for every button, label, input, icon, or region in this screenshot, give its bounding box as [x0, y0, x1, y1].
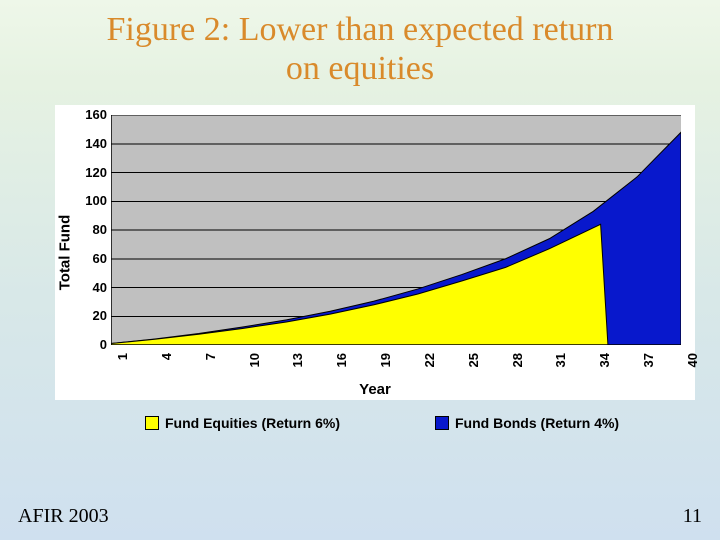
x-tick-label: 13	[290, 353, 305, 383]
legend-swatch-equities	[145, 416, 159, 430]
y-tick-label: 160	[77, 107, 107, 122]
legend-item-bonds: Fund Bonds (Return 4%)	[435, 415, 619, 431]
legend-item-equities: Fund Equities (Return 6%)	[145, 415, 340, 431]
footer-right: 11	[683, 505, 702, 528]
y-axis-title-text: Total Fund	[57, 215, 74, 291]
y-tick-label: 40	[77, 280, 107, 295]
x-tick-label: 1	[115, 353, 130, 383]
x-tick-label: 16	[334, 353, 349, 383]
title-line-2: on equities	[286, 50, 434, 87]
x-tick-label: 28	[510, 353, 525, 383]
legend-label-equities: Fund Equities (Return 6%)	[165, 415, 340, 431]
x-tick-label: 25	[466, 353, 481, 383]
legend-swatch-bonds	[435, 416, 449, 430]
title-line-1: Figure 2: Lower than expected return	[107, 11, 614, 48]
x-tick-label: 34	[597, 353, 612, 383]
legend: Fund Equities (Return 6%) Fund Bonds (Re…	[55, 415, 695, 445]
y-tick-label: 120	[77, 165, 107, 180]
x-tick-label: 4	[159, 353, 174, 383]
legend-label-bonds: Fund Bonds (Return 4%)	[455, 415, 619, 431]
x-tick-label: 31	[553, 353, 568, 383]
y-tick-label: 140	[77, 136, 107, 151]
y-tick-label: 0	[77, 337, 107, 352]
chart-panel: Total Fund 0 20 40 60 80 100 120 140 160 147 10 13…	[55, 105, 695, 400]
y-axis-title: Total Fund	[55, 105, 75, 400]
chart-svg	[111, 115, 681, 345]
x-tick-label: 22	[422, 353, 437, 383]
y-tick-label: 60	[77, 251, 107, 266]
plot-area	[111, 115, 681, 345]
x-axis-title: Year	[55, 381, 695, 398]
x-tick-label: 37	[641, 353, 656, 383]
series-area	[111, 224, 608, 345]
slide: Figure 2: Lower than expected return on …	[0, 0, 720, 540]
x-tick-label: 7	[203, 353, 218, 383]
y-tick-label: 100	[77, 193, 107, 208]
y-tick-label: 20	[77, 308, 107, 323]
x-tick-label: 19	[378, 353, 393, 383]
y-tick-label: 80	[77, 222, 107, 237]
x-tick-label: 10	[247, 353, 262, 383]
slide-title: Figure 2: Lower than expected return on …	[0, 0, 720, 88]
footer-left: AFIR 2003	[18, 505, 109, 528]
x-tick-label: 40	[685, 353, 700, 383]
